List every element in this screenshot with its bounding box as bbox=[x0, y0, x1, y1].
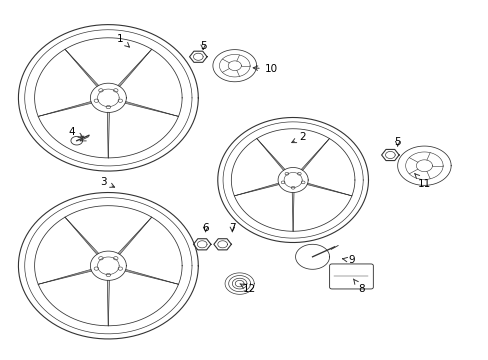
Text: 12: 12 bbox=[240, 284, 255, 294]
Text: 2: 2 bbox=[291, 132, 305, 143]
Text: 10: 10 bbox=[253, 64, 277, 74]
Text: 4: 4 bbox=[68, 127, 83, 137]
Text: 9: 9 bbox=[342, 255, 354, 265]
Text: 11: 11 bbox=[414, 174, 430, 189]
Text: 6: 6 bbox=[202, 223, 208, 233]
Text: 1: 1 bbox=[117, 34, 129, 47]
Text: 3: 3 bbox=[100, 177, 114, 187]
Text: 8: 8 bbox=[353, 279, 364, 294]
FancyBboxPatch shape bbox=[329, 264, 372, 289]
Text: 5: 5 bbox=[200, 41, 206, 51]
Text: 5: 5 bbox=[393, 138, 400, 148]
Text: 7: 7 bbox=[228, 223, 235, 233]
